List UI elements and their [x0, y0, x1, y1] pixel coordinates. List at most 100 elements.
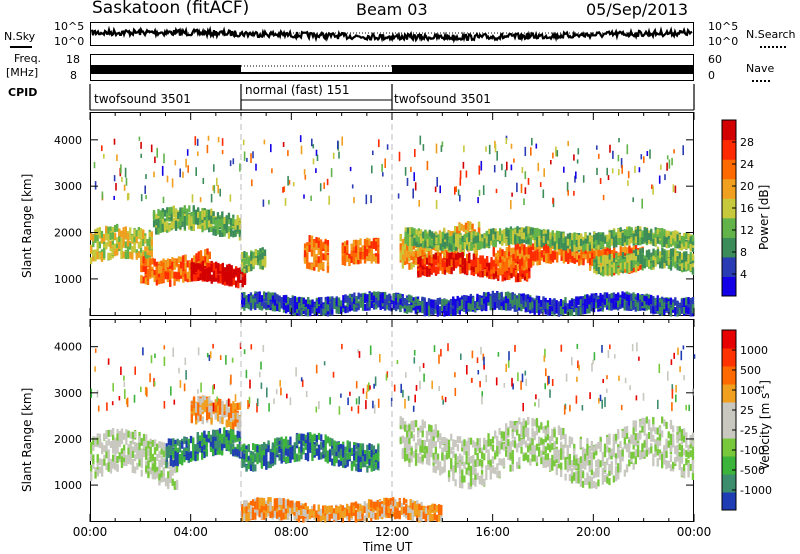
- power-cell: [544, 301, 547, 309]
- power-cell: [443, 227, 446, 235]
- power-cell: [494, 240, 497, 247]
- power-cell: [353, 303, 356, 311]
- power-cell: [568, 305, 571, 312]
- power-cell: [181, 219, 184, 227]
- power-cell: [452, 263, 455, 271]
- power-cell: [437, 256, 440, 264]
- power-cell: [375, 297, 378, 305]
- power-cell: [180, 261, 183, 269]
- power-cell: [460, 223, 463, 231]
- power-cell: [409, 236, 412, 244]
- power-cell: [184, 254, 187, 262]
- power-cell: [582, 254, 585, 262]
- power-cell: [403, 258, 407, 265]
- power-cell: [341, 246, 344, 254]
- power-cell: [335, 306, 338, 314]
- power-cell: [525, 246, 528, 254]
- power-cell: [249, 295, 253, 303]
- power-cell: [324, 306, 327, 314]
- power-cell: [562, 238, 565, 246]
- power-cell: [155, 278, 158, 286]
- power-cell: [183, 222, 186, 229]
- power-cell: [597, 232, 600, 240]
- power-cell: [319, 262, 323, 270]
- power-cell: [166, 266, 170, 273]
- power-cell: [313, 246, 316, 254]
- power-cell: [348, 304, 352, 312]
- power-cell: [155, 272, 158, 280]
- power-cell: [267, 291, 270, 299]
- power-cell: [685, 251, 688, 259]
- power-cell: [518, 252, 522, 260]
- power-cell: [452, 296, 455, 304]
- power-cell: [182, 270, 185, 277]
- power-cell: [536, 229, 539, 237]
- power-cell: [542, 302, 545, 310]
- power-cell: [628, 227, 631, 235]
- power-cell: [426, 257, 429, 265]
- power-cell: [573, 232, 576, 240]
- power-cell: [556, 251, 559, 259]
- power-cell: [680, 257, 684, 265]
- power-cell: [208, 225, 211, 233]
- power-cell: [523, 269, 527, 277]
- power-cell: [548, 298, 552, 305]
- power-cell: [685, 261, 688, 269]
- power-cell: [438, 306, 442, 314]
- power-cell: [466, 237, 469, 245]
- power-cell: [650, 252, 653, 260]
- power-cell: [545, 242, 548, 250]
- power-cell: [479, 255, 482, 263]
- power-cell: [416, 298, 420, 306]
- power-cell: [556, 255, 559, 263]
- power-cell: [626, 238, 629, 246]
- power-cell: [593, 241, 596, 249]
- power-cell: [303, 250, 307, 258]
- power-cell: [529, 302, 532, 310]
- power-cell: [219, 264, 222, 272]
- power-cell: [525, 261, 528, 269]
- power-cell: [296, 306, 299, 314]
- power-cell: [335, 298, 338, 306]
- power-cell: [683, 236, 686, 244]
- power-cell: [558, 248, 561, 256]
- power-cell: [586, 256, 590, 264]
- power-cell: [667, 239, 670, 247]
- power-cell: [230, 276, 233, 283]
- power-cell: [190, 274, 193, 282]
- power-cell: [467, 295, 470, 303]
- power-cell: [282, 295, 286, 303]
- power-cell: [397, 302, 400, 310]
- power-cell: [497, 252, 500, 260]
- power-cell: [469, 304, 472, 312]
- power-cell: [366, 240, 369, 247]
- power-cell: [457, 259, 460, 267]
- power-cell: [505, 254, 509, 262]
- power-cell: [144, 235, 147, 243]
- power-cell: [559, 299, 563, 306]
- power-cell: [645, 236, 649, 244]
- power-cell: [157, 277, 161, 285]
- power-cell: [179, 210, 182, 217]
- power-cell: [366, 296, 369, 304]
- power-cell: [643, 227, 646, 235]
- power-cell: [199, 273, 202, 281]
- power-cell: [411, 238, 414, 246]
- power-cell: [377, 256, 380, 264]
- power-cell: [637, 225, 640, 233]
- power-cell: [337, 306, 341, 314]
- power-cell: [491, 290, 494, 298]
- power-cell: [639, 262, 642, 270]
- power-cell: [450, 267, 453, 275]
- power-cell: [463, 261, 467, 269]
- power-cell: [650, 256, 653, 264]
- power-cell: [212, 211, 215, 219]
- power-cell: [514, 251, 517, 259]
- power-cell: [465, 301, 468, 308]
- power-cell: [201, 262, 204, 270]
- power-cell: [174, 209, 178, 216]
- power-cell: [527, 258, 530, 266]
- power-cell: [177, 212, 180, 219]
- power-cell: [153, 258, 156, 266]
- power-cell: [601, 237, 605, 245]
